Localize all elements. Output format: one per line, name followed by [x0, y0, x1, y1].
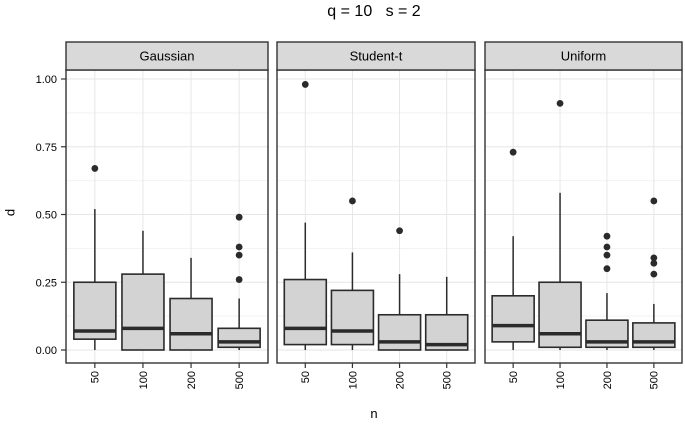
- outlier-point: [650, 197, 658, 205]
- x-tick-label: 50: [508, 371, 520, 383]
- outlier-point: [603, 243, 611, 251]
- outlier-point: [603, 265, 611, 273]
- boxplot-uniform-n50: [491, 148, 535, 350]
- outlier-point: [235, 213, 243, 221]
- outlier-point: [349, 197, 356, 205]
- facet-panel-student-t: 50 100 200 500 Student-t: [276, 41, 476, 389]
- iqr-box: [121, 273, 165, 351]
- x-tick-label: 100: [347, 371, 359, 389]
- y-tick-label: 1.00: [36, 74, 57, 86]
- iqr-box: [377, 313, 422, 351]
- facet-strip: [65, 41, 269, 71]
- outlier-point: [235, 251, 243, 259]
- boxplot-gaussian-n500: [217, 213, 261, 350]
- facet-panel-gaussian: 50 100 200 500 Gaussian: [65, 41, 269, 389]
- x-axis-title: n: [370, 406, 378, 421]
- x-tick-label: 500: [649, 371, 661, 389]
- boxplot-uniform-n200: [585, 232, 629, 350]
- x-tick-label: 500: [442, 371, 454, 389]
- iqr-box: [217, 327, 261, 349]
- outlier-point: [650, 259, 658, 267]
- boxplot-uniform-n500: [632, 197, 676, 350]
- iqr-box: [538, 281, 582, 349]
- boxplot-student-t-n500: [424, 276, 469, 351]
- iqr-box: [632, 322, 676, 349]
- outlier-point: [509, 148, 517, 156]
- boxplot-student-t-n50: [283, 81, 328, 350]
- iqr-box: [491, 294, 535, 343]
- outlier-point: [556, 99, 564, 107]
- boxplot-gaussian-n50: [73, 165, 117, 350]
- outlier-point: [235, 243, 243, 251]
- outlier-point: [396, 227, 403, 235]
- iqr-box: [283, 278, 328, 346]
- outlier-point: [650, 270, 658, 278]
- outlier-point: [650, 254, 658, 262]
- boxplot-student-t-n200: [377, 227, 422, 351]
- outlier-point: [91, 165, 99, 172]
- boxplot-student-t-n100: [330, 197, 375, 350]
- boxplot-gaussian-n100: [121, 230, 165, 351]
- boxplot-gaussian-n200: [169, 257, 213, 351]
- x-tick-label: 100: [555, 371, 567, 389]
- facet-strip: [484, 41, 683, 71]
- iqr-box: [330, 289, 375, 346]
- iqr-box: [169, 297, 213, 351]
- y-tick-label: 0.25: [36, 277, 57, 289]
- x-tick-label: 500: [234, 371, 246, 389]
- outlier-point: [603, 232, 611, 240]
- y-tick-label: 0.00: [36, 345, 57, 357]
- y-tick-label: 0.50: [36, 210, 57, 222]
- facet-strip-label: Student-t: [350, 49, 403, 64]
- facet-strip-label: Gaussian: [140, 49, 195, 64]
- x-tick-label: 50: [300, 371, 312, 383]
- y-tick-label: 0.75: [36, 142, 57, 154]
- facet-panel-uniform: 50 100 200 500 Uniform: [484, 41, 683, 389]
- outlier-point: [301, 81, 309, 88]
- x-tick-label: 50: [90, 371, 102, 383]
- facet-strip-label: Uniform: [561, 49, 607, 64]
- x-tick-label: 200: [602, 371, 614, 389]
- outlier-point: [603, 251, 611, 259]
- x-tick-label: 100: [138, 371, 150, 389]
- x-tick-label: 200: [394, 371, 406, 389]
- boxplot-uniform-n100: [538, 99, 582, 350]
- facet-strip: [276, 41, 476, 71]
- chart-title: q = 10 s = 2: [327, 3, 421, 20]
- x-tick-label: 200: [186, 371, 198, 389]
- outlier-point: [235, 276, 243, 283]
